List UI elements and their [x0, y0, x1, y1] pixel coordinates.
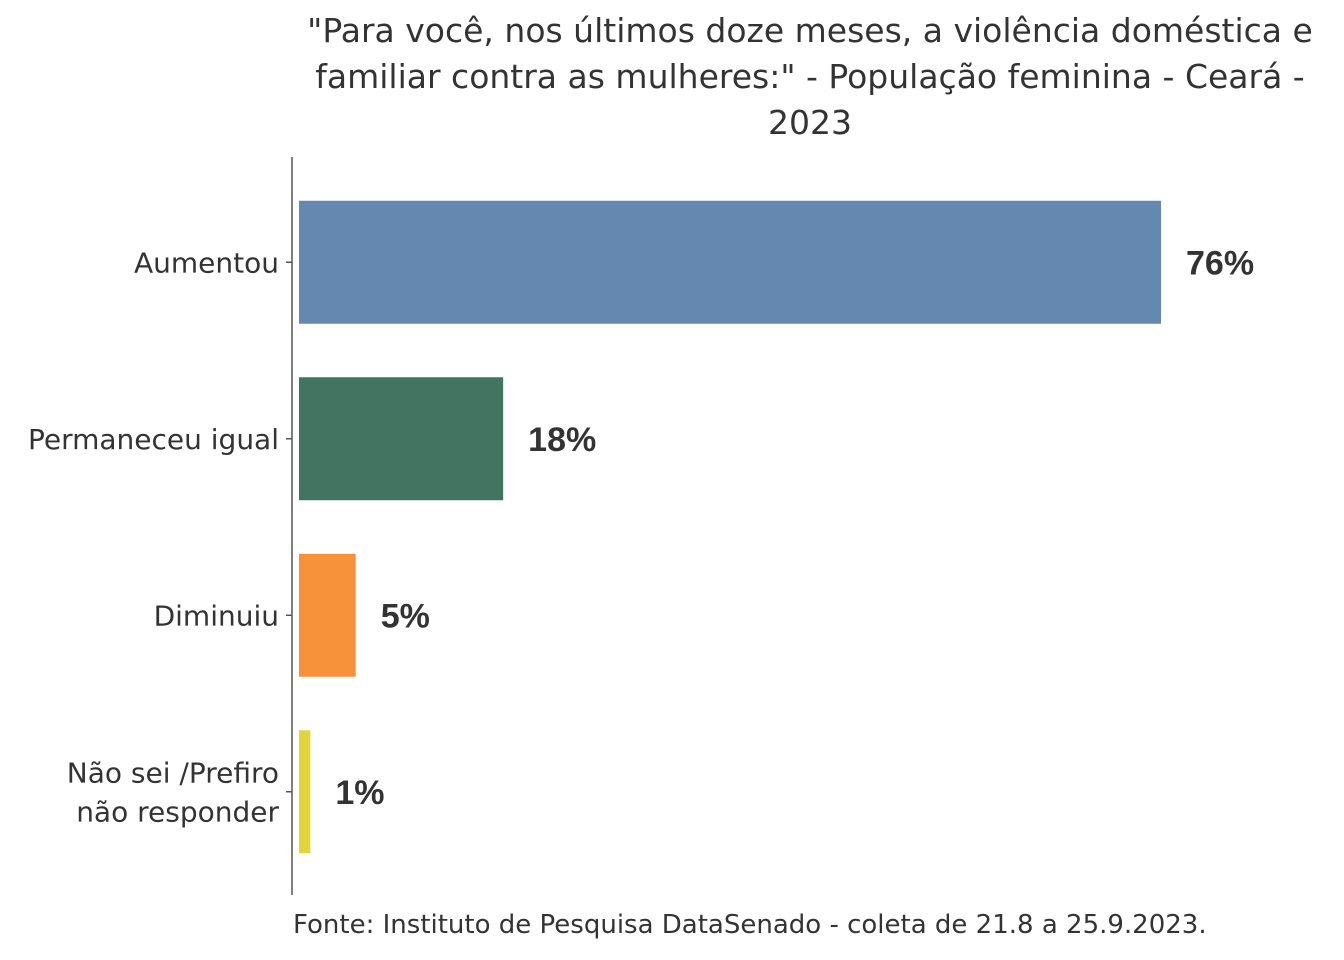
bar-0	[299, 200, 1161, 324]
bar-3	[299, 730, 311, 854]
category-label-line: Não sei /Prefiro	[67, 756, 279, 789]
category-label-line: não responder	[76, 795, 279, 828]
source-note: Fonte: Instituto de Pesquisa DataSenado …	[293, 910, 1207, 940]
category-label-1: Permaneceu igual	[28, 423, 279, 456]
bars-layer: Aumentou 76% Permaneceu igual 18% Diminuiu 5%…	[28, 200, 1254, 854]
category-label-line: Aumentou	[134, 246, 279, 279]
value-label-0: 76%	[1186, 244, 1254, 282]
bar-2	[299, 553, 356, 677]
value-label-3: 1%	[335, 774, 384, 812]
value-label-2: 5%	[381, 597, 430, 635]
category-label-line: Permaneceu igual	[28, 423, 279, 456]
value-label-1: 18%	[528, 421, 596, 459]
category-label-2: Diminuiu	[154, 599, 279, 632]
category-label-3: Não sei /Prefiro não responder	[67, 756, 280, 828]
category-label-line: Diminuiu	[154, 599, 279, 632]
category-label-0: Aumentou	[134, 246, 279, 279]
bar-1	[299, 377, 504, 501]
chart-title: "Para você, nos últimos doze meses, a vi…	[307, 11, 1313, 142]
